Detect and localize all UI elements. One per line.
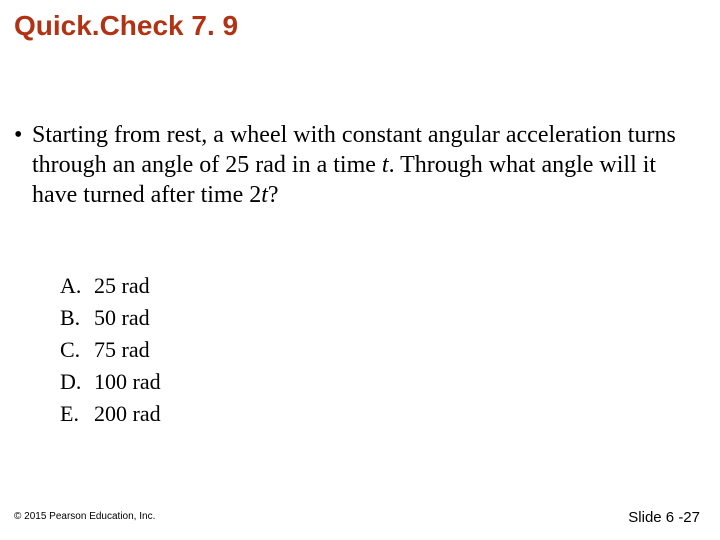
question-seg3: ? (268, 182, 279, 208)
answer-letter: B. (60, 302, 94, 334)
answer-letter: A. (60, 270, 94, 302)
copyright-text: © 2015 Pearson Education, Inc. (14, 511, 155, 522)
answer-text: 200 rad (94, 398, 161, 430)
question-text: Starting from rest, a wheel with constan… (32, 120, 680, 210)
list-item: D. 100 rad (60, 366, 161, 398)
answer-text: 100 rad (94, 366, 161, 398)
list-item: C. 75 rad (60, 334, 161, 366)
question-var-t2: t (261, 182, 268, 208)
list-item: B. 50 rad (60, 302, 161, 334)
list-item: A. 25 rad (60, 270, 161, 302)
answer-text: 25 rad (94, 270, 150, 302)
answer-text: 50 rad (94, 302, 150, 334)
slide-number: Slide 6 -27 (628, 509, 700, 526)
question-block: • Starting from rest, a wheel with const… (14, 120, 680, 210)
slide-title: Quick.Check 7. 9 (14, 10, 238, 42)
answer-list: A. 25 rad B. 50 rad C. 75 rad D. 100 rad… (60, 270, 161, 429)
bullet-dot: • (14, 120, 32, 210)
answer-letter: E. (60, 398, 94, 430)
question-var-t1: t (382, 152, 389, 178)
list-item: E. 200 rad (60, 398, 161, 430)
answer-letter: C. (60, 334, 94, 366)
answer-text: 75 rad (94, 334, 150, 366)
answer-letter: D. (60, 366, 94, 398)
